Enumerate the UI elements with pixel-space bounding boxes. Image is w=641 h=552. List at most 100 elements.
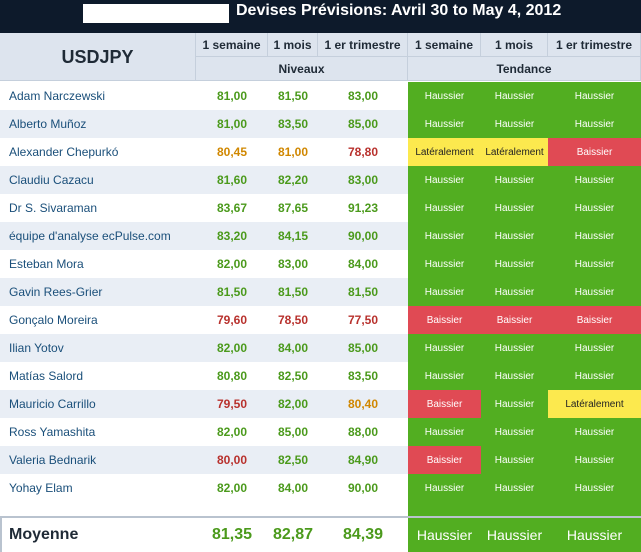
trend-1er-trimestre: Haussier: [548, 250, 641, 278]
value-1er-trimestre: 90,00: [347, 229, 379, 243]
page-title: Devises Prévisions: Avril 30 to May 4, 2…: [236, 2, 562, 19]
redacted-box: [83, 4, 229, 23]
value-1-semaine: 79,60: [216, 313, 248, 327]
value-1-semaine: 80,45: [216, 145, 248, 159]
trend-1-semaine: Haussier: [408, 334, 481, 362]
trend-1-semaine: Haussier: [408, 250, 481, 278]
value-1-semaine: 81,00: [216, 117, 248, 131]
table-row: Dr S. Sivaraman 83,67 87,65 91,23 Haussier Ha…: [0, 194, 641, 222]
trend-1er-trimestre: Haussier: [548, 446, 641, 474]
value-1-semaine: 79,50: [216, 397, 248, 411]
value-1-mois: 84,00: [277, 341, 309, 355]
value-1-mois: 81,00: [277, 145, 309, 159]
trend-1-semaine: Haussier: [408, 474, 481, 502]
value-1er-trimestre: 81,50: [347, 285, 379, 299]
header-group-niveaux: Niveaux: [196, 57, 408, 81]
value-1-semaine: 82,00: [216, 257, 248, 271]
header-tendance-1er-trimestre: 1 er trimestre: [548, 33, 641, 57]
value-1er-trimestre: 85,00: [347, 341, 379, 355]
trend-1-semaine: Latéralement: [408, 138, 481, 166]
table-row: Yohay Elam 82,00 84,00 90,00 Haussier Haussie…: [0, 474, 641, 502]
value-1-semaine: 83,67: [216, 201, 248, 215]
header-niveaux-1-mois: 1 mois: [268, 33, 318, 57]
trend-1-semaine: Haussier: [408, 418, 481, 446]
trend-1-semaine: Baissier: [408, 390, 481, 418]
trend-1-mois: Haussier: [481, 334, 548, 362]
header-tendance-1-mois: 1 mois: [481, 33, 548, 57]
value-1er-trimestre: 83,00: [347, 173, 379, 187]
value-1-semaine: 81,50: [216, 285, 248, 299]
value-1er-trimestre: 85,00: [347, 117, 379, 131]
value-1-mois: 84,00: [277, 481, 309, 495]
value-1-semaine: 80,00: [216, 453, 248, 467]
trend-1-semaine: Haussier: [408, 82, 481, 110]
trend-1-semaine: Haussier: [408, 362, 481, 390]
trend-1-mois: Haussier: [481, 222, 548, 250]
table-header: USDJPY 1 semaine 1 mois 1 er trimestre 1…: [0, 33, 641, 81]
forecaster-name: Ilian Yotov: [9, 341, 64, 355]
trend-1-mois: Haussier: [481, 82, 548, 110]
trend-1-semaine: Haussier: [408, 194, 481, 222]
trend-1-semaine: Haussier: [408, 166, 481, 194]
forecaster-name: Esteban Mora: [9, 257, 84, 271]
trend-1er-trimestre: Haussier: [548, 334, 641, 362]
trend-1er-trimestre: Latéralement: [548, 390, 641, 418]
forecaster-name: Valeria Bednarik: [9, 453, 97, 467]
trend-1er-trimestre: Haussier: [548, 166, 641, 194]
average-trend-1-mois: Haussier: [481, 518, 548, 552]
trend-1er-trimestre: Haussier: [548, 278, 641, 306]
table-row: équipe d'analyse ecPulse.com 83,20 84,15 90…: [0, 222, 641, 250]
table-row: Matías Salord 80,80 82,50 83,50 Haussier Haus…: [0, 362, 641, 390]
value-1er-trimestre: 84,90: [347, 453, 379, 467]
trend-1-mois: Latéralement: [481, 138, 548, 166]
trend-1-mois: Haussier: [481, 474, 548, 502]
trend-1er-trimestre: Baissier: [548, 138, 641, 166]
forecaster-name: Ross Yamashita: [9, 425, 96, 439]
value-1-mois: 83,50: [277, 117, 309, 131]
trend-1-semaine: Haussier: [408, 278, 481, 306]
trend-spacer-fill: [408, 502, 641, 516]
average-1-mois: 82,87: [272, 526, 314, 543]
trend-1-mois: Haussier: [481, 110, 548, 138]
value-1-mois: 87,65: [277, 201, 309, 215]
value-1-semaine: 83,20: [216, 229, 248, 243]
trend-1-mois: Haussier: [481, 362, 548, 390]
value-1er-trimestre: 90,00: [347, 481, 379, 495]
average-trend-1er-trimestre: Haussier: [548, 518, 641, 552]
value-1-semaine: 80,80: [216, 369, 248, 383]
table-row: Ilian Yotov 82,00 84,00 85,00 Haussier Haussi…: [0, 334, 641, 362]
header-group-tendance: Tendance: [408, 57, 641, 81]
value-1-mois: 83,00: [277, 257, 309, 271]
value-1-semaine: 82,00: [216, 341, 248, 355]
header-tendance-1-semaine: 1 semaine: [408, 33, 481, 57]
trend-1er-trimestre: Haussier: [548, 418, 641, 446]
value-1-semaine: 81,00: [216, 89, 248, 103]
value-1-mois: 81,50: [277, 285, 309, 299]
table-row: Ross Yamashita 82,00 85,00 88,00 Haussier Hau…: [0, 418, 641, 446]
value-1er-trimestre: 84,00: [347, 257, 379, 271]
value-1-semaine: 82,00: [216, 425, 248, 439]
trend-1er-trimestre: Haussier: [548, 362, 641, 390]
value-1er-trimestre: 88,00: [347, 425, 379, 439]
trend-1-semaine: Haussier: [408, 110, 481, 138]
value-1-mois: 82,00: [277, 397, 309, 411]
value-1er-trimestre: 83,50: [347, 369, 379, 383]
header-niveaux-1er-trimestre: 1 er trimestre: [318, 33, 408, 57]
forecaster-name: Claudiu Cazacu: [9, 173, 94, 187]
average-row: Moyenne 81,35 82,87 84,39 Haussier Hauss…: [0, 516, 641, 552]
trend-1-semaine: Haussier: [408, 222, 481, 250]
forecast-rows: Adam Narczewski 81,00 81,50 83,00 Haussier Ha…: [0, 82, 641, 502]
forecaster-name: Alberto Muñoz: [9, 117, 87, 131]
average-1er-trimestre: 84,39: [342, 526, 384, 543]
table-row: Alberto Muñoz 81,00 83,50 85,00 Haussier Haus…: [0, 110, 641, 138]
table-row: Valeria Bednarik 80,00 82,50 84,90 Baissier H…: [0, 446, 641, 474]
average-1-semaine: 81,35: [211, 526, 253, 543]
title-bar: Devises Prévisions: Avril 30 to May 4, 2…: [0, 0, 641, 33]
table-row: Gavin Rees-Grier 81,50 81,50 81,50 Haussier H…: [0, 278, 641, 306]
forecaster-name: Alexander Chepurkó: [9, 145, 119, 159]
table-row: Esteban Mora 82,00 83,00 84,00 Haussier Hauss…: [0, 250, 641, 278]
trend-1-mois: Haussier: [481, 446, 548, 474]
value-1-mois: 82,50: [277, 369, 309, 383]
trend-1-mois: Haussier: [481, 250, 548, 278]
